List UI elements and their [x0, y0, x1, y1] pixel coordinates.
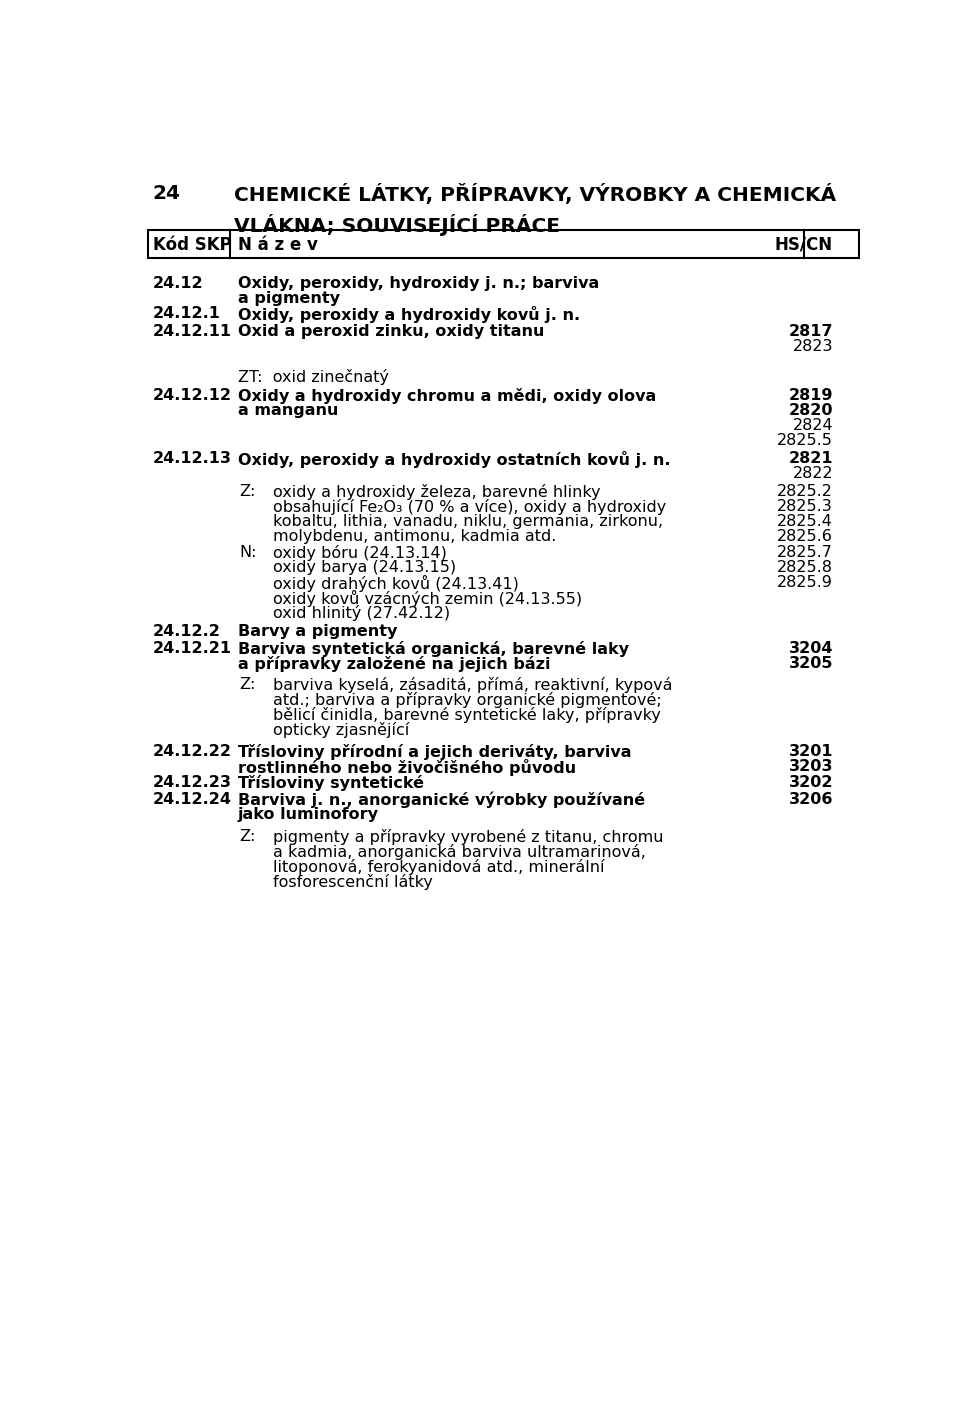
Text: a manganu: a manganu [238, 403, 338, 418]
Text: 2825.9: 2825.9 [778, 576, 833, 590]
Text: oxidy a hydroxidy železa, barevné hlinky: oxidy a hydroxidy železa, barevné hlinky [273, 485, 600, 501]
Text: 24.12.21: 24.12.21 [153, 641, 231, 657]
Text: 3205: 3205 [788, 657, 833, 671]
Text: oxidy barya (24.13.15): oxidy barya (24.13.15) [273, 560, 456, 576]
Text: 24.12.2: 24.12.2 [153, 624, 221, 640]
Text: 2825.6: 2825.6 [778, 529, 833, 545]
Text: 2823: 2823 [793, 339, 833, 354]
Text: jako luminofory: jako luminofory [238, 807, 379, 821]
Text: 2825.7: 2825.7 [778, 545, 833, 560]
Text: N á z e v: N á z e v [238, 235, 318, 254]
Text: rostlinného nebo živočišného původu: rostlinného nebo živočišného původu [238, 759, 576, 776]
Text: Oxidy, peroxidy a hydroxidy ostatních kovů j. n.: Oxidy, peroxidy a hydroxidy ostatních ko… [238, 451, 670, 468]
Text: 2825.2: 2825.2 [778, 485, 833, 499]
Text: 2824: 2824 [792, 418, 833, 432]
Text: 24.12.22: 24.12.22 [153, 744, 231, 759]
Text: Oxidy a hydroxidy chromu a mědi, oxidy olova: Oxidy a hydroxidy chromu a mědi, oxidy o… [238, 389, 656, 404]
Text: 3201: 3201 [788, 744, 833, 759]
Text: 2825.5: 2825.5 [778, 432, 833, 448]
Text: 3204: 3204 [788, 641, 833, 657]
Text: Z:: Z: [239, 485, 255, 499]
Text: bělicí činidla, barevné syntetické laky, přípravky: bělicí činidla, barevné syntetické laky,… [273, 706, 660, 723]
Text: obsahující Fe₂O₃ (70 % a více), oxidy a hydroxidy: obsahující Fe₂O₃ (70 % a více), oxidy a … [273, 499, 666, 515]
Text: 2825.4: 2825.4 [778, 515, 833, 529]
Text: Třísloviny syntetické: Třísloviny syntetické [238, 774, 423, 791]
Text: atd.; barviva a přípravky organické pigmentové;: atd.; barviva a přípravky organické pigm… [273, 692, 661, 708]
Text: 24: 24 [153, 184, 180, 203]
Text: litoponová, ferokyanidová atd., minerální: litoponová, ferokyanidová atd., mineráln… [273, 858, 604, 875]
Text: 24.12.23: 24.12.23 [153, 774, 231, 790]
Text: oxid hlinitý (27.42.12): oxid hlinitý (27.42.12) [273, 605, 450, 621]
Text: 2821: 2821 [788, 451, 833, 467]
Text: fosforescenční látky: fosforescenční látky [273, 873, 433, 889]
Text: 24.12.1: 24.12.1 [153, 306, 221, 322]
Text: Kód SKP: Kód SKP [153, 235, 231, 254]
Text: kobaltu, lithia, vanadu, niklu, germania, zirkonu,: kobaltu, lithia, vanadu, niklu, germania… [273, 515, 662, 529]
Text: 24.12.13: 24.12.13 [153, 451, 231, 467]
Text: 3206: 3206 [788, 791, 833, 807]
Text: Z:: Z: [239, 676, 255, 692]
FancyBboxPatch shape [148, 230, 859, 258]
Text: 24.12.12: 24.12.12 [153, 389, 231, 403]
Text: a pigmenty: a pigmenty [238, 292, 340, 306]
Text: N:: N: [239, 545, 257, 560]
Text: 24.12.24: 24.12.24 [153, 791, 231, 807]
Text: a přípravky založené na jejich bázi: a přípravky založené na jejich bázi [238, 657, 550, 672]
Text: 24.12.11: 24.12.11 [153, 325, 231, 339]
Text: 2817: 2817 [788, 325, 833, 339]
Text: 2820: 2820 [788, 403, 833, 418]
Text: pigmenty a přípravky vyrobené z titanu, chromu: pigmenty a přípravky vyrobené z titanu, … [273, 828, 663, 845]
Text: molybdenu, antimonu, kadmia atd.: molybdenu, antimonu, kadmia atd. [273, 529, 556, 545]
Text: oxidy kovů vzácných zemin (24.13.55): oxidy kovů vzácných zemin (24.13.55) [273, 590, 582, 607]
Text: a kadmia, anorganická barviva ultramarinová,: a kadmia, anorganická barviva ultramarin… [273, 844, 645, 859]
Text: oxidy bóru (24.13.14): oxidy bóru (24.13.14) [273, 545, 446, 562]
Text: 24.12: 24.12 [153, 277, 204, 292]
Text: Barviva syntetická organická, barevné laky: Barviva syntetická organická, barevné la… [238, 641, 629, 658]
Text: Oxidy, peroxidy a hydroxidy kovů j. n.: Oxidy, peroxidy a hydroxidy kovů j. n. [238, 306, 580, 323]
Text: ZT:  oxid zinečnatý: ZT: oxid zinečnatý [238, 369, 389, 386]
Text: Barviva j. n., anorganické výrobky používané: Barviva j. n., anorganické výrobky použí… [238, 791, 645, 808]
Text: Z:: Z: [239, 828, 255, 844]
Text: 3203: 3203 [788, 759, 833, 774]
Text: 2819: 2819 [788, 389, 833, 403]
Text: CHEMICKÉ LÁTKY, PŘÍPRAVKY, VÝROBKY A CHEMICKÁ
VLÁKNA; SOUVISEJÍCÍ PRÁCE: CHEMICKÉ LÁTKY, PŘÍPRAVKY, VÝROBKY A CHE… [234, 184, 836, 235]
Text: Oxidy, peroxidy, hydroxidy j. n.; barviva: Oxidy, peroxidy, hydroxidy j. n.; barviv… [238, 277, 599, 292]
Text: Oxid a peroxid zinku, oxidy titanu: Oxid a peroxid zinku, oxidy titanu [238, 325, 544, 339]
Text: oxidy drahých kovů (24.13.41): oxidy drahých kovů (24.13.41) [273, 576, 518, 593]
Text: 2822: 2822 [792, 467, 833, 481]
Text: barviva kyselá, zásaditá, přímá, reaktivní, kypová: barviva kyselá, zásaditá, přímá, reaktiv… [273, 676, 672, 693]
Text: opticky zjasnějící: opticky zjasnějící [273, 722, 409, 737]
Text: Třísloviny přírodní a jejich deriváty, barviva: Třísloviny přírodní a jejich deriváty, b… [238, 744, 632, 760]
Text: 3202: 3202 [788, 774, 833, 790]
Text: 2825.3: 2825.3 [778, 499, 833, 515]
Text: HS/CN: HS/CN [775, 235, 833, 254]
Text: Barvy a pigmenty: Barvy a pigmenty [238, 624, 397, 640]
Text: 2825.8: 2825.8 [777, 560, 833, 576]
